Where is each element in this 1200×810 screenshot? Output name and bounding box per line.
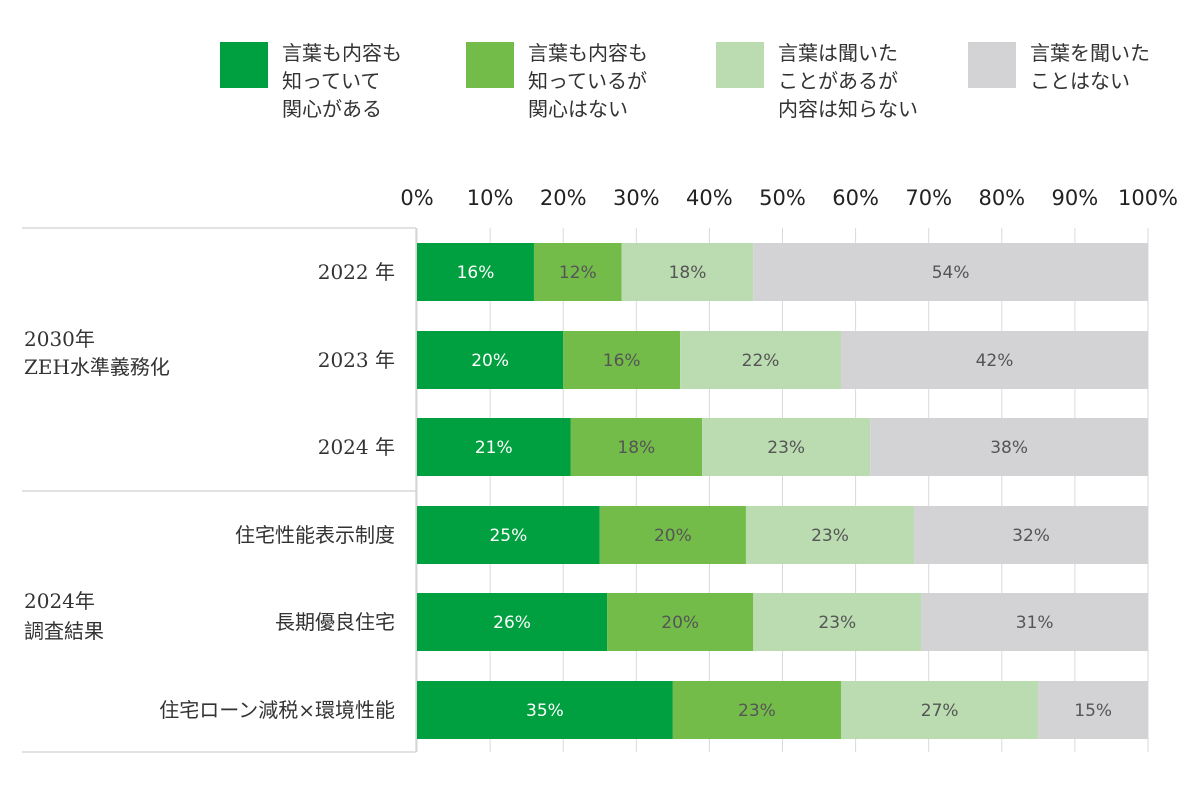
bar-segment (1038, 681, 1148, 739)
category-label: 長期優良住宅 (275, 610, 395, 634)
x-tick-label: 40% (686, 186, 733, 210)
bar-value-label: 27% (921, 701, 959, 721)
bar-value-label: 31% (1016, 613, 1054, 633)
legend-label: 言葉を聞いた (1030, 41, 1150, 65)
bar-segment (417, 681, 673, 739)
x-tick-label: 80% (978, 186, 1025, 210)
bar-segment (840, 331, 1148, 389)
bar-value-label: 38% (990, 438, 1028, 458)
bar-value-label: 20% (471, 351, 509, 371)
category-frame (22, 227, 417, 753)
legend-label: 関心はない (528, 97, 628, 121)
bar-segment (753, 243, 1148, 301)
bar-segment (599, 506, 746, 564)
bar-segment (914, 506, 1148, 564)
x-tick-label: 30% (613, 186, 660, 210)
x-tick-label: 90% (1052, 186, 1099, 210)
grid-lines (416, 228, 1149, 752)
group-label: 2030年 (24, 327, 95, 351)
bar-value-label: 54% (932, 263, 970, 283)
bar-value-label: 35% (526, 701, 564, 721)
bar-segment (417, 243, 534, 301)
x-axis-ticks: 0% 10% 20% 30% 40% 50% 60% 70% 80% 90% 100% (400, 186, 1178, 210)
bar-segment (417, 593, 608, 651)
legend-label: 言葉も内容も (282, 41, 402, 65)
bar-segment (840, 681, 1039, 739)
bar-segment (680, 331, 841, 389)
category-labels: 2022 年 2023 年 2024 年住宅性能表示制度長期優良住宅住宅ローン減税×… (159, 260, 395, 722)
bar-segment (607, 593, 754, 651)
legend-label: 知っていて (282, 69, 380, 93)
legend-label: 関心がある (282, 97, 382, 121)
bar-value-label: 25% (489, 526, 527, 546)
bar-segment (621, 243, 754, 301)
legend-label: ことがあるが (778, 69, 898, 93)
group-label: 調査結果 (24, 619, 104, 643)
group-label: 2024年 (24, 589, 95, 613)
bar-segment (702, 418, 871, 476)
bar-value-label: 42% (976, 351, 1014, 371)
bar-value-label: 23% (811, 526, 849, 546)
legend-swatch (968, 42, 1016, 88)
bar-segment (417, 418, 571, 476)
category-label: 住宅性能表示制度 (235, 523, 395, 547)
legend-label: 言葉も内容も (528, 41, 648, 65)
legend-swatch (716, 42, 764, 88)
bars: 16% 12% 18% 54% 20% 16% 22% 42% 21% 18% 23% 38% 25% 2… (417, 243, 1148, 739)
bar-value-label: 18% (669, 263, 707, 283)
bar-value-label: 15% (1074, 701, 1112, 721)
bar-value-label: 23% (818, 613, 856, 633)
x-tick-label: 50% (759, 186, 806, 210)
bar-segment (870, 418, 1148, 476)
bar-value-label: 32% (1012, 526, 1050, 546)
bar-value-label: 20% (654, 526, 692, 546)
category-label: 2024 年 (318, 435, 395, 459)
bar-segment (753, 593, 922, 651)
legend-label: 知っているが (528, 69, 647, 93)
bar-value-label: 22% (742, 351, 780, 371)
x-tick-label: 60% (832, 186, 879, 210)
bar-segment (921, 593, 1148, 651)
x-tick-label: 100% (1118, 186, 1178, 210)
legend: 言葉も内容も知っていて関心がある言葉も内容も知っているが関心はない言葉は聞いたこ… (220, 41, 1150, 121)
bar-value-label: 23% (767, 438, 805, 458)
bar-value-label: 21% (475, 438, 513, 458)
category-label: 2022 年 (318, 260, 395, 284)
group-label: ZEH水準義務化 (24, 355, 170, 379)
x-tick-label: 20% (540, 186, 587, 210)
legend-label: 言葉は聞いた (778, 41, 898, 65)
legend-label: 内容は知らない (778, 97, 918, 121)
bar-value-label: 23% (738, 701, 776, 721)
legend-swatch (220, 42, 268, 88)
bar-segment (417, 331, 564, 389)
x-tick-label: 70% (905, 186, 952, 210)
bar-value-label: 12% (559, 263, 597, 283)
bar-value-label: 18% (617, 438, 655, 458)
bar-segment (570, 418, 703, 476)
category-label: 住宅ローン減税×環境性能 (159, 698, 395, 722)
bar-segment (672, 681, 841, 739)
bar-value-label: 16% (603, 351, 641, 371)
bar-value-label: 16% (457, 263, 495, 283)
bar-value-label: 26% (493, 613, 531, 633)
x-tick-label: 10% (467, 186, 514, 210)
bar-segment (563, 331, 681, 389)
legend-swatch (466, 42, 514, 88)
bar-value-label: 20% (661, 613, 699, 633)
category-label: 2023 年 (318, 348, 395, 372)
x-tick-label: 0% (400, 186, 433, 210)
bar-segment (417, 506, 600, 564)
legend-label: ことはない (1030, 69, 1130, 93)
bar-segment (533, 243, 622, 301)
bar-segment (745, 506, 915, 564)
